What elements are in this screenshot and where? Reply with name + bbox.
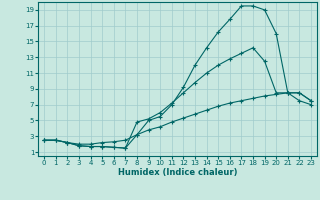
X-axis label: Humidex (Indice chaleur): Humidex (Indice chaleur) (118, 168, 237, 177)
